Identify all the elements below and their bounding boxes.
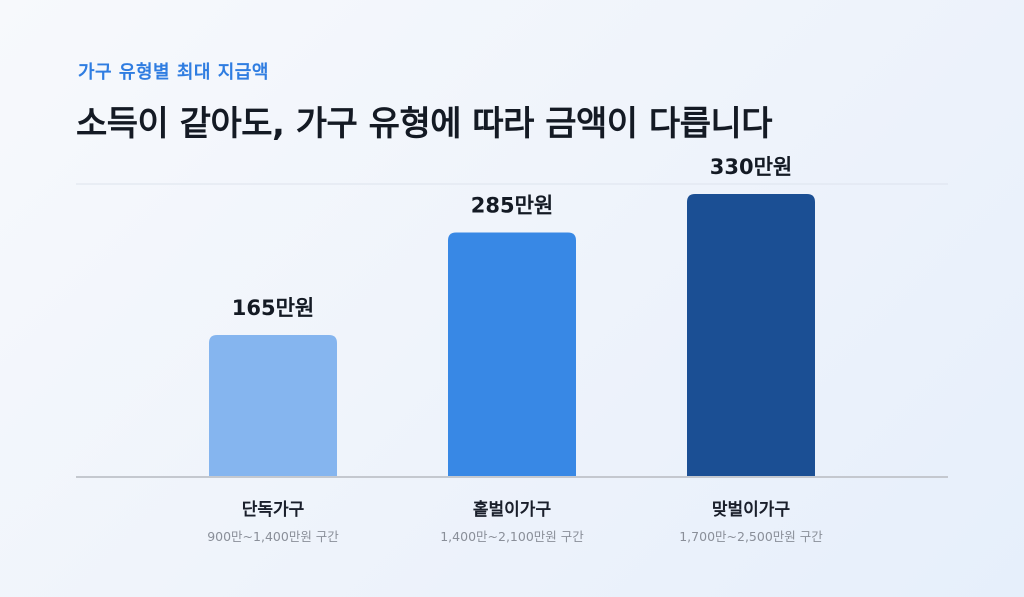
bar-value-label-2: 285만원 [471,193,553,217]
category-range-3: 1,700만~2,500만원 구간 [679,529,823,544]
category-range-1: 900만~1,400만원 구간 [207,529,339,544]
category-label-1: 단독가구 [242,500,305,520]
bar-3 [687,194,815,476]
bar-2 [448,232,576,476]
bar-value-label-1: 165만원 [232,296,314,320]
bar-1 [209,335,337,476]
chart-headline: 소득이 같아도, 가구 유형에 따라 금액이 다릅니다 [76,104,773,144]
category-range-2: 1,400만~2,100만원 구간 [440,529,584,544]
bar-value-label-3: 330만원 [710,155,792,179]
chart-eyebrow: 가구 유형별 최대 지급액 [78,62,269,83]
category-label-2: 홑벌이가구 [473,499,552,520]
category-label-3: 맞벌이가구 [712,500,791,520]
